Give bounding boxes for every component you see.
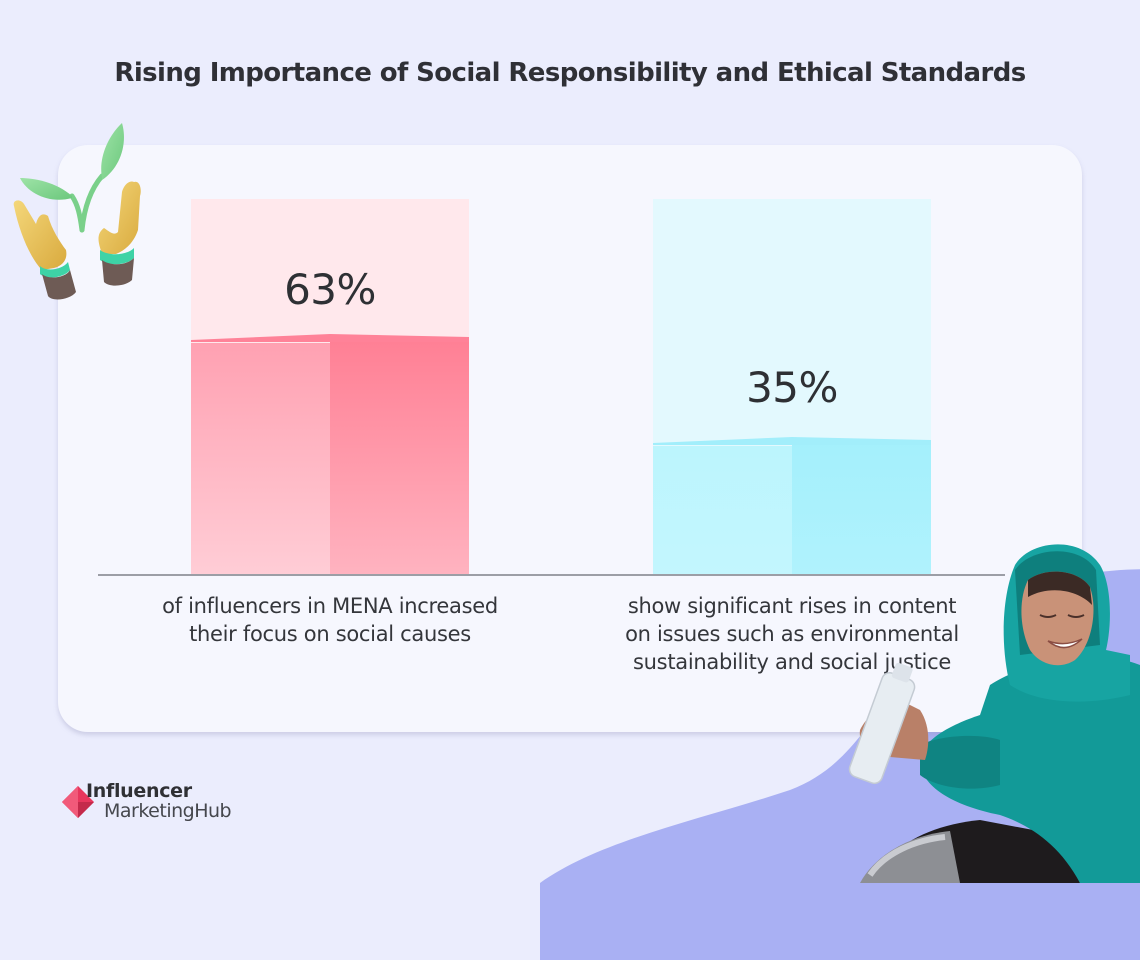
bar-caption-63: of influencers in MENA increased their f…: [110, 592, 550, 648]
person-with-water-bottle-photo: [848, 544, 1140, 883]
caption-line: of influencers in MENA increased: [162, 594, 498, 618]
plant-in-hands-icon: [13, 123, 141, 300]
caption-line: their focus on social causes: [189, 622, 471, 646]
caption-line: on issues such as environmental: [625, 622, 959, 646]
bar-fill-63: [191, 334, 469, 575]
bar-face-left: [191, 343, 330, 575]
bar-value-label: 35%: [746, 363, 838, 412]
bar-face-right: [330, 337, 469, 575]
caption-line: show significant rises in content: [627, 594, 957, 618]
bar-fill-35: [653, 437, 931, 575]
bar-value-label: 63%: [284, 265, 376, 314]
brand-diamond-icon: [62, 786, 94, 818]
bar-track-63: 63%: [191, 199, 469, 575]
brand-logo: Influencer MarketingHub: [62, 780, 262, 825]
brand-name-line1: Influencer: [86, 780, 192, 802]
page-title: Rising Importance of Social Responsibili…: [114, 58, 1026, 88]
bar-caption-35: show significant rises in content on iss…: [572, 592, 1012, 676]
x-axis-line: [98, 574, 1005, 576]
bar-track-35: 35%: [653, 199, 931, 575]
brand-name-line2: MarketingHub: [104, 800, 232, 822]
bar-cap-35: [653, 437, 931, 445]
bar-face-right: [792, 440, 931, 575]
bar-cap-63: [191, 334, 469, 342]
bar-face-left: [653, 446, 792, 575]
